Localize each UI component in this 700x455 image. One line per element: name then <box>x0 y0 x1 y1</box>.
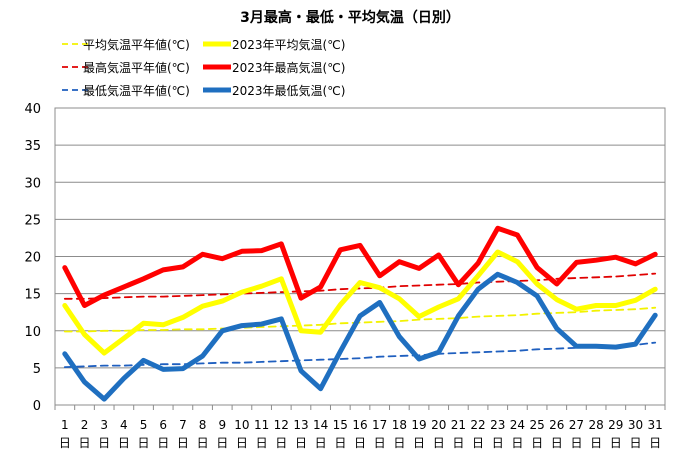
x-tick-label: 5 <box>140 418 148 432</box>
x-tick-suffix: 日 <box>354 436 366 450</box>
x-tick-label: 23 <box>490 418 505 432</box>
x-tick-suffix: 日 <box>374 436 386 450</box>
x-tick-label: 28 <box>588 418 603 432</box>
y-tick-label: 35 <box>24 139 41 154</box>
x-tick-suffix: 日 <box>59 436 71 450</box>
x-tick-suffix: 日 <box>177 436 189 450</box>
x-tick-suffix: 日 <box>590 436 602 450</box>
x-tick-suffix: 日 <box>236 436 248 450</box>
y-tick-label: 30 <box>24 176 41 191</box>
x-tick-suffix: 日 <box>79 436 91 450</box>
x-tick-label: 12 <box>274 418 289 432</box>
x-tick-label: 1 <box>61 418 69 432</box>
x-tick-suffix: 日 <box>315 436 327 450</box>
x-tick-suffix: 日 <box>649 436 661 450</box>
x-tick-suffix: 日 <box>157 436 169 450</box>
x-tick-label: 30 <box>628 418 643 432</box>
series-line-3 <box>63 272 657 300</box>
x-tick-suffix: 日 <box>393 436 405 450</box>
x-tick-label: 11 <box>254 418 269 432</box>
x-tick-suffix: 日 <box>629 436 641 450</box>
x-tick-suffix: 日 <box>197 436 209 450</box>
y-tick-label: 5 <box>33 362 41 377</box>
x-tick-label: 27 <box>569 418 584 432</box>
x-tick-label: 9 <box>218 418 226 432</box>
x-tick-label: 10 <box>234 418 249 432</box>
x-tick-suffix: 日 <box>275 436 287 450</box>
x-tick-suffix: 日 <box>138 436 150 450</box>
x-tick-suffix: 日 <box>433 436 445 450</box>
legend-label: 2023年最高気温(℃) <box>232 60 345 75</box>
x-tick-label: 25 <box>529 418 544 432</box>
chart-title: 3月最高・最低・平均気温（日別） <box>240 9 460 26</box>
x-tick-suffix: 日 <box>551 436 563 450</box>
x-tick-label: 13 <box>293 418 308 432</box>
legend-label: 平均気温平年値(℃) <box>83 37 190 52</box>
y-tick-label: 40 <box>24 102 41 117</box>
x-tick-label: 21 <box>451 418 466 432</box>
x-tick-label: 31 <box>648 418 663 432</box>
plot-area: 05101520253035401日2日3日4日5日6日7日8日9日10日11日… <box>24 102 666 450</box>
x-tick-label: 29 <box>608 418 623 432</box>
x-tick-suffix: 日 <box>511 436 523 450</box>
x-tick-suffix: 日 <box>256 436 268 450</box>
x-tick-suffix: 日 <box>610 436 622 450</box>
x-tick-suffix: 日 <box>98 436 110 450</box>
y-tick-label: 15 <box>24 288 41 303</box>
x-tick-label: 4 <box>120 418 128 432</box>
x-tick-label: 22 <box>470 418 485 432</box>
x-tick-label: 19 <box>411 418 426 432</box>
x-tick-suffix: 日 <box>295 436 307 450</box>
x-tick-label: 26 <box>549 418 564 432</box>
x-tick-suffix: 日 <box>334 436 346 450</box>
x-tick-suffix: 日 <box>570 436 582 450</box>
x-tick-label: 15 <box>333 418 348 432</box>
legend-label: 2023年最低気温(℃) <box>232 83 345 98</box>
x-tick-suffix: 日 <box>216 436 228 450</box>
x-tick-label: 7 <box>179 418 187 432</box>
x-tick-label: 6 <box>159 418 167 432</box>
legend-label: 最低気温平年値(℃) <box>83 83 190 98</box>
x-tick-suffix: 日 <box>413 436 425 450</box>
series-line-4 <box>62 225 658 308</box>
x-tick-suffix: 日 <box>492 436 504 450</box>
y-tick-label: 25 <box>24 213 41 228</box>
y-tick-label: 10 <box>24 325 41 340</box>
x-tick-label: 20 <box>431 418 446 432</box>
x-tick-label: 3 <box>100 418 108 432</box>
legend: 平均気温平年値(℃) 2023年平均気温(℃) 最高気温平年値(℃) 2023年最高気… <box>62 37 345 98</box>
x-tick-label: 16 <box>352 418 367 432</box>
x-tick-suffix: 日 <box>531 436 543 450</box>
x-tick-label: 14 <box>313 418 328 432</box>
legend-label: 2023年平均気温(℃) <box>232 37 345 52</box>
series-line-2 <box>62 249 658 356</box>
series-line-6 <box>62 271 658 402</box>
x-tick-label: 18 <box>392 418 407 432</box>
x-tick-label: 17 <box>372 418 387 432</box>
series-line-5 <box>63 341 657 369</box>
x-tick-label: 8 <box>199 418 207 432</box>
x-tick-suffix: 日 <box>452 436 464 450</box>
x-tick-suffix: 日 <box>472 436 484 450</box>
x-tick-label: 2 <box>81 418 89 432</box>
y-tick-label: 20 <box>24 251 41 266</box>
series-line-1 <box>63 306 657 333</box>
legend-label: 最高気温平年値(℃) <box>83 60 190 75</box>
y-tick-label: 0 <box>33 399 41 414</box>
x-tick-label: 24 <box>510 418 525 432</box>
x-tick-suffix: 日 <box>118 436 130 450</box>
